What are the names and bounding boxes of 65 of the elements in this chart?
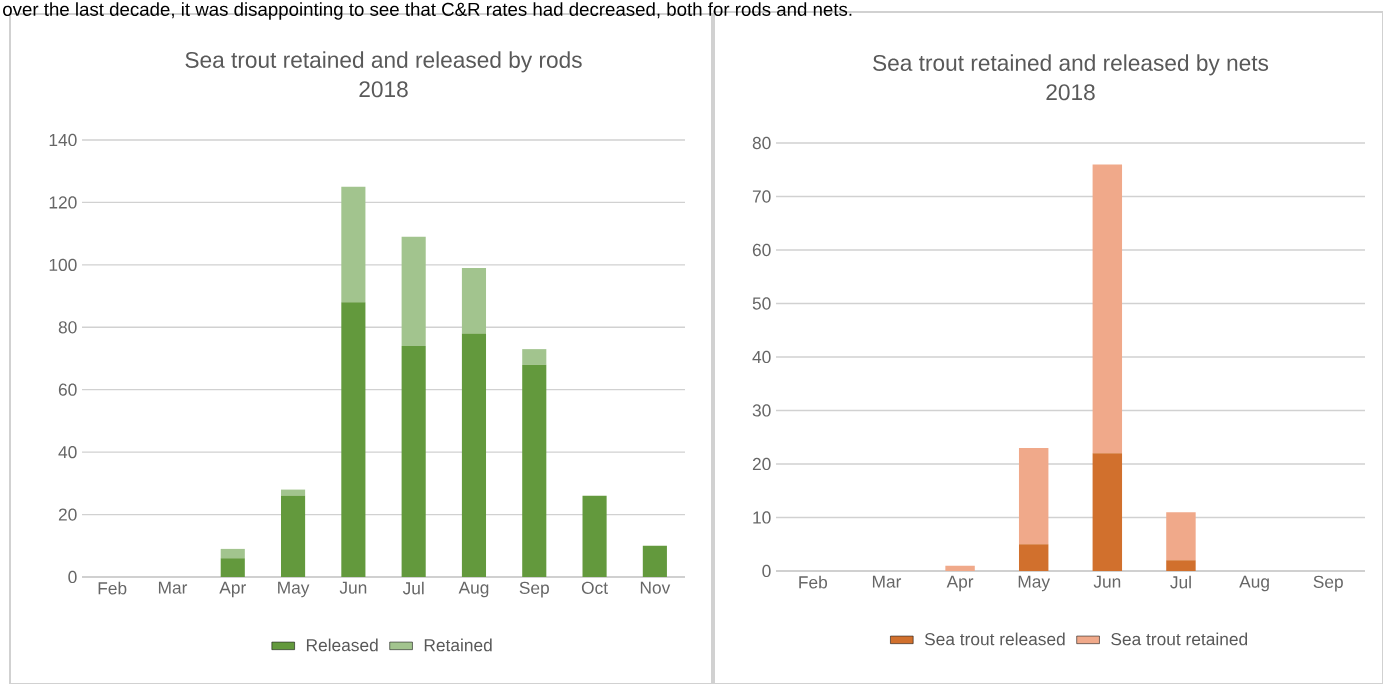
bar [1018, 544, 1049, 571]
bar [461, 333, 487, 577]
y-tick-label: 80 [752, 136, 771, 150]
y-tick-label: 0 [762, 564, 771, 578]
x-tick-label: Nov [640, 581, 671, 594]
y-tick-label: 20 [752, 457, 771, 471]
x-tick-label: Mar [158, 581, 188, 594]
y-tick-label: 140 [49, 133, 77, 147]
y-tick-label: 40 [58, 445, 77, 459]
x-tick-label: Jul [402, 581, 424, 595]
bar [461, 267, 487, 334]
y-tick-label: 0 [68, 570, 77, 584]
y-tick-label: 70 [752, 190, 771, 203]
x-tick-label: Aug [1239, 575, 1269, 592]
x-tick-label: Feb [799, 575, 828, 589]
y-tick-label: 80 [58, 321, 77, 334]
y-tick-label: 120 [49, 196, 77, 209]
x-tick-label: Sep [1313, 575, 1343, 592]
x-tick-label: Jun [1093, 575, 1121, 588]
bar [281, 495, 306, 577]
y-tick-label: 40 [752, 350, 771, 364]
x-tick-label: Oct [581, 581, 608, 594]
y-tick-label: 20 [58, 508, 77, 521]
legend-label: Sea trout released [924, 632, 1065, 646]
x-tick-label: Jun [339, 581, 367, 594]
bar [220, 558, 245, 577]
bar [945, 565, 975, 571]
bar [522, 349, 547, 365]
bar [1092, 453, 1123, 571]
x-tick-label: Sep [519, 581, 549, 598]
bar [220, 548, 245, 559]
y-tick-label: 30 [752, 404, 771, 417]
y-tick-label: 60 [752, 243, 771, 257]
bar [1166, 512, 1196, 561]
bar [1092, 164, 1123, 454]
bar [1166, 560, 1196, 571]
legend-label: Sea trout retained [1111, 632, 1248, 646]
y-tick-label: 60 [58, 383, 77, 396]
chart-subtitle: 2018 [1046, 84, 1095, 101]
bar [642, 545, 667, 577]
y-tick-label: 100 [49, 258, 77, 271]
x-tick-label: Aug [458, 581, 489, 598]
chart-title: Sea trout retained and released by rods [185, 51, 582, 73]
legend-label: Retained [424, 638, 492, 652]
y-tick-label: 50 [752, 297, 771, 310]
bar [281, 489, 306, 496]
x-tick-label: Apr [946, 575, 974, 592]
text: over the last decade, it was disappointing to see that C&R rates had decreased, both for rods and nets. [3, 2, 852, 20]
bar [401, 346, 426, 577]
x-tick-label: May [278, 581, 310, 598]
x-tick-label: Mar [872, 575, 902, 588]
bar [522, 364, 547, 577]
y-tick-label: 10 [753, 511, 771, 524]
x-tick-label: Apr [219, 581, 246, 598]
x-tick-label: Feb [98, 581, 127, 595]
legend-label: Released [306, 638, 378, 652]
x-tick-label: May [1018, 575, 1051, 592]
chart-title: Sea trout retained and released by nets [873, 54, 1269, 76]
bar [341, 186, 366, 303]
x-tick-label: Jul [1170, 575, 1191, 589]
bar [582, 495, 607, 577]
bar [1018, 447, 1049, 545]
chart-subtitle: 2018 [359, 81, 408, 98]
bar [401, 236, 426, 346]
bar [341, 302, 366, 577]
